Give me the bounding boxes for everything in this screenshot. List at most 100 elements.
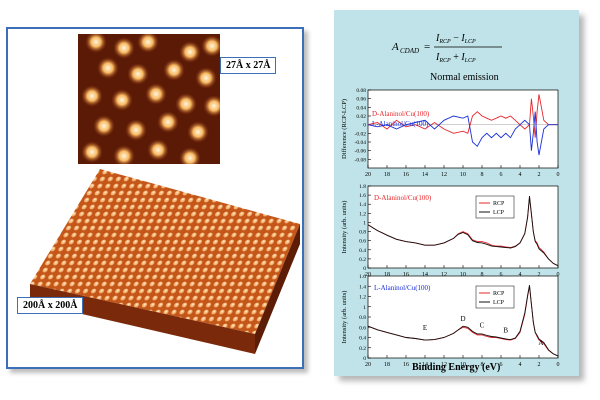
y-tick-label: 0.4 bbox=[359, 248, 366, 254]
y-tick-label: 0.4 bbox=[359, 336, 366, 342]
peak-label: D bbox=[460, 315, 465, 323]
x-tick-label: 20 bbox=[365, 362, 371, 368]
legend-label: RCP bbox=[493, 291, 505, 297]
x-tick-label: 2 bbox=[538, 362, 541, 368]
svg-text:=: = bbox=[424, 41, 430, 53]
y-tick-label: 1 bbox=[363, 305, 366, 311]
large-scan-size-label: 200Å x 200Å bbox=[17, 297, 84, 314]
stm-adsorbate-spot bbox=[125, 119, 147, 141]
stm-adsorbate-spot bbox=[145, 83, 167, 105]
stm-adsorbate-spot bbox=[81, 85, 103, 107]
stm-adsorbate-spot bbox=[147, 139, 169, 161]
stm-adsorbate-spot bbox=[187, 121, 209, 143]
y-tick-label: 0.6 bbox=[359, 239, 366, 245]
y-tick-label: 1.8 bbox=[359, 184, 366, 190]
stm-large-scan-image bbox=[30, 169, 300, 354]
peak-label: A bbox=[538, 339, 543, 347]
stm-adsorbate-spot bbox=[85, 34, 107, 53]
y-tick-label: 1.2 bbox=[359, 211, 366, 217]
x-tick-label: 16 bbox=[403, 172, 409, 178]
y-tick-label: 0.04 bbox=[356, 105, 366, 111]
l-alaninol-intensity-plot: 20 18 16 14 12 10 8 6 4 2 01.61.41.210.80.60.40.20… bbox=[341, 274, 560, 368]
legend-l-alaninol: L-Alaninol/Cu(100) bbox=[372, 120, 429, 128]
stm-adsorbate-spot bbox=[195, 67, 217, 89]
svg-text:A: A bbox=[391, 41, 399, 53]
y-tick-label: 0 bbox=[363, 266, 366, 272]
stm-adsorbate-spot bbox=[175, 93, 197, 115]
x-tick-label: 18 bbox=[384, 172, 390, 178]
x-tick-label: 10 bbox=[460, 362, 466, 368]
legend-label: RCP bbox=[493, 201, 505, 207]
cdad-formula: A CDAD = IRCP − ILCP IRCP + ILCP bbox=[391, 33, 502, 64]
x-tick-label: 8 bbox=[481, 172, 484, 178]
stm-adsorbate-spot bbox=[113, 37, 135, 59]
svg-text:IRCP − ILCP: IRCP − ILCP bbox=[435, 33, 476, 45]
series-line-l-alaninol-cu-100- bbox=[367, 111, 558, 156]
y-tick-label: 0.8 bbox=[359, 230, 366, 236]
x-tick-label: 14 bbox=[422, 362, 428, 368]
x-tick-label: 20 bbox=[365, 172, 371, 178]
x-tick-label: 10 bbox=[460, 272, 466, 278]
y-tick-label: 1.4 bbox=[359, 202, 366, 208]
x-tick-label: 0 bbox=[557, 272, 560, 278]
stm-adsorbate-spot bbox=[203, 95, 220, 117]
y-tick-label: 1 bbox=[363, 220, 366, 226]
x-tick-label: 16 bbox=[403, 362, 409, 368]
d-alaninol-intensity-plot: 20 18 16 14 12 10 8 6 4 2 01.81.61.41.210.80.60.40… bbox=[341, 184, 560, 278]
plot-frame bbox=[367, 89, 559, 169]
x-tick-label: 12 bbox=[441, 362, 447, 368]
peak-label: E bbox=[423, 324, 427, 332]
y-tick-label: 1.6 bbox=[359, 193, 366, 199]
x-tick-label: 8 bbox=[481, 272, 484, 278]
cdad-difference-plot: 20 18 16 14 12 10 8 6 4 2 00.080.060.040.020-0.02-… bbox=[341, 88, 560, 178]
y-tick-label: 0 bbox=[363, 356, 366, 362]
stm-adsorbate-spot bbox=[81, 141, 103, 163]
y-axis-label: Intensity (arb. units) bbox=[341, 201, 348, 254]
x-tick-label: 14 bbox=[422, 272, 428, 278]
stm-adsorbate-spot bbox=[163, 59, 185, 81]
y-tick-label: 0.2 bbox=[359, 346, 366, 352]
stm-adsorbate-spot bbox=[157, 111, 179, 133]
y-axis-label: Difference (RCP-LCP) bbox=[341, 99, 348, 159]
stm-small-scan-image bbox=[78, 34, 220, 164]
y-tick-label: 1.6 bbox=[359, 274, 366, 280]
x-tick-label: 18 bbox=[384, 272, 390, 278]
y-tick-label: 0.08 bbox=[356, 88, 366, 94]
x-tick-label: 8 bbox=[481, 362, 484, 368]
small-scan-size-label: 27Å x 27Å bbox=[220, 57, 277, 74]
legend-d-alaninol: D-Alaninol/Cu(100) bbox=[372, 110, 430, 118]
spectra-panel: A CDAD = IRCP − ILCP IRCP + ILCP Normal … bbox=[334, 10, 579, 376]
y-tick-label: 0.6 bbox=[359, 325, 366, 331]
stm-image-panel: 27Å x 27Å 200Å x 200Å bbox=[6, 27, 304, 369]
spectra-figure: A CDAD = IRCP − ILCP IRCP + ILCP Normal … bbox=[341, 33, 560, 373]
svg-text:IRCP + ILCP: IRCP + ILCP bbox=[435, 52, 476, 64]
stm-adsorbate-spot bbox=[97, 57, 119, 79]
y-tick-label: 0.2 bbox=[359, 257, 366, 263]
x-tick-label: 4 bbox=[519, 172, 522, 178]
x-tick-label: 4 bbox=[519, 362, 522, 368]
peak-label: B bbox=[503, 326, 508, 334]
y-tick-label: -0.08 bbox=[355, 157, 367, 163]
x-tick-label: 0 bbox=[557, 362, 560, 368]
x-tick-label: 18 bbox=[384, 362, 390, 368]
x-tick-label: 14 bbox=[422, 172, 428, 178]
plot-frame bbox=[367, 275, 559, 359]
x-tick-label: 12 bbox=[441, 272, 447, 278]
x-tick-label: 20 bbox=[365, 272, 371, 278]
stm-adsorbate-spot bbox=[93, 115, 115, 137]
svg-text:CDAD: CDAD bbox=[400, 47, 419, 55]
y-tick-label: 0 bbox=[363, 123, 366, 129]
y-tick-label: -0.02 bbox=[355, 131, 367, 137]
y-tick-label: 0.8 bbox=[359, 315, 366, 321]
y-tick-label: 1.4 bbox=[359, 284, 366, 290]
x-tick-label: 16 bbox=[403, 272, 409, 278]
stm-adsorbate-spot bbox=[137, 34, 159, 53]
stm-adsorbate-spot bbox=[179, 147, 201, 164]
y-tick-label: 0.02 bbox=[356, 114, 366, 120]
stm-adsorbate-spot bbox=[111, 89, 133, 111]
plot-title: L-Alaninol/Cu(100) bbox=[374, 284, 431, 292]
x-tick-label: 6 bbox=[500, 172, 503, 178]
x-tick-label: 10 bbox=[460, 172, 466, 178]
y-axis-label: Intensity (arb. units) bbox=[341, 291, 348, 344]
y-tick-label: -0.06 bbox=[355, 149, 367, 155]
